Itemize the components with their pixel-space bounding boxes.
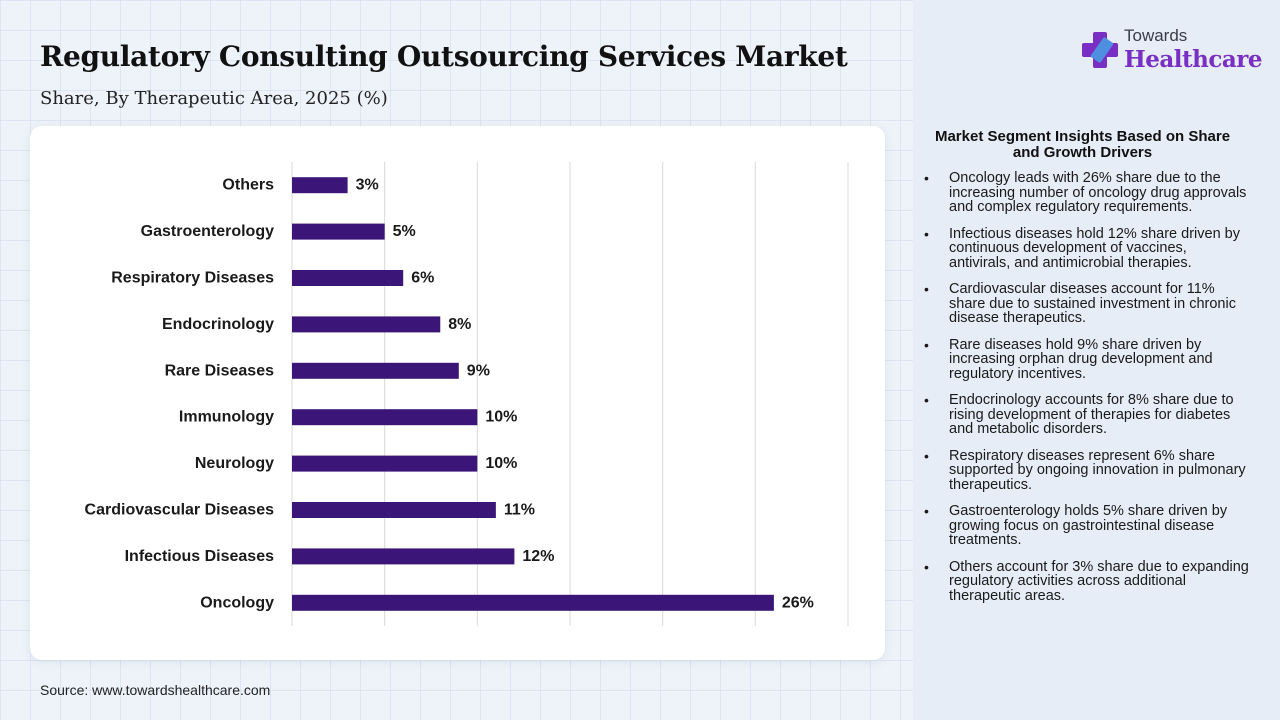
bar	[292, 409, 478, 426]
bullet-icon: •	[924, 392, 929, 408]
chart-card: Others 3% Gastroenterology 5% Respiratory Di…	[30, 126, 885, 660]
data-label: 10%	[485, 455, 517, 472]
data-label: 5%	[393, 223, 416, 240]
data-label: 8%	[448, 316, 471, 333]
data-label: 6%	[411, 270, 434, 287]
data-label: 26%	[782, 594, 814, 611]
medical-cross-icon	[1082, 32, 1118, 68]
logo-text-healthcare: Healthcare	[1124, 46, 1263, 73]
data-label: 11%	[504, 502, 535, 519]
bar	[292, 362, 459, 379]
insights-panel	[913, 0, 1280, 720]
insight-text: Others account for 3% share due to expan…	[949, 558, 1249, 604]
bullet-icon: •	[924, 336, 929, 353]
chart-subtitle: Share, By Therapeutic Area, 2025 (%)	[40, 88, 388, 109]
insight-item: • Infectious diseases hold 12% share driv…	[922, 225, 1250, 271]
bar	[292, 548, 515, 565]
insight-text: Cardiovascular diseases account for 11% …	[949, 281, 1236, 326]
insight-item: • Respiratory diseases represent 6% share…	[922, 447, 1250, 493]
category-label: Gastroenterology	[141, 223, 274, 240]
data-label: 10%	[485, 409, 517, 426]
bullet-icon: •	[924, 225, 929, 242]
insight-text: Respiratory diseases represent 6% share …	[949, 447, 1246, 493]
category-label: Cardiovascular Diseases	[85, 502, 275, 519]
data-label: 3%	[356, 177, 379, 194]
insight-item: • Endocrinology accounts for 8% share due…	[922, 393, 1250, 437]
insight-item: • Others account for 3% share due to expa…	[922, 558, 1250, 604]
insight-item: • Gastroenterology holds 5% share driven …	[922, 504, 1250, 548]
logo-text-towards: Towards	[1124, 26, 1188, 45]
bar	[292, 223, 385, 240]
bullet-icon: •	[924, 281, 929, 297]
category-label: Infectious Diseases	[125, 548, 275, 565]
category-label: Immunology	[179, 409, 274, 426]
insight-text: Rare diseases hold 9% share driven by in…	[949, 336, 1213, 382]
insight-text: Infectious diseases hold 12% share drive…	[949, 225, 1240, 271]
chart-title: Regulatory Consulting Outsourcing Servic…	[40, 40, 848, 73]
bullet-icon: •	[924, 447, 929, 464]
brand-logo: Towards Healthcare	[1080, 26, 1263, 78]
insights-title: Market Segment Insights Based on Share a…	[934, 128, 1231, 161]
bar	[292, 270, 404, 286]
category-label: Neurology	[195, 455, 274, 472]
bullet-icon: •	[924, 503, 929, 519]
category-label: Rare Diseases	[165, 362, 275, 379]
insight-item: • Rare diseases hold 9% share driven by i…	[922, 336, 1250, 382]
bar	[292, 316, 441, 333]
bar	[292, 594, 774, 611]
data-label: 9%	[467, 362, 490, 379]
insight-item: • Cardiovascular diseases account for 11%…	[922, 282, 1250, 326]
source-note: Source: www.towardshealthcare.com	[40, 682, 271, 698]
data-label: 12%	[522, 548, 554, 565]
category-label: Endocrinology	[162, 316, 274, 333]
bar	[292, 455, 478, 472]
insight-text: Oncology leads with 26% share due to the…	[949, 170, 1247, 215]
bar	[292, 502, 496, 518]
bar	[292, 177, 348, 194]
insight-text: Endocrinology accounts for 8% share due …	[949, 392, 1234, 437]
category-label: Others	[222, 177, 274, 194]
insight-text: Gastroenterology holds 5% share driven b…	[949, 503, 1228, 548]
category-label: Oncology	[200, 594, 274, 611]
insights-list: • Oncology leads with 26% share due to th…	[922, 171, 1250, 615]
category-label: Respiratory Diseases	[111, 270, 274, 287]
bullet-icon: •	[924, 558, 929, 575]
bar-chart: Others 3% Gastroenterology 5% Respiratory Di…	[85, 162, 849, 626]
bullet-icon: •	[924, 170, 929, 186]
insight-item: • Oncology leads with 26% share due to th…	[922, 171, 1250, 215]
